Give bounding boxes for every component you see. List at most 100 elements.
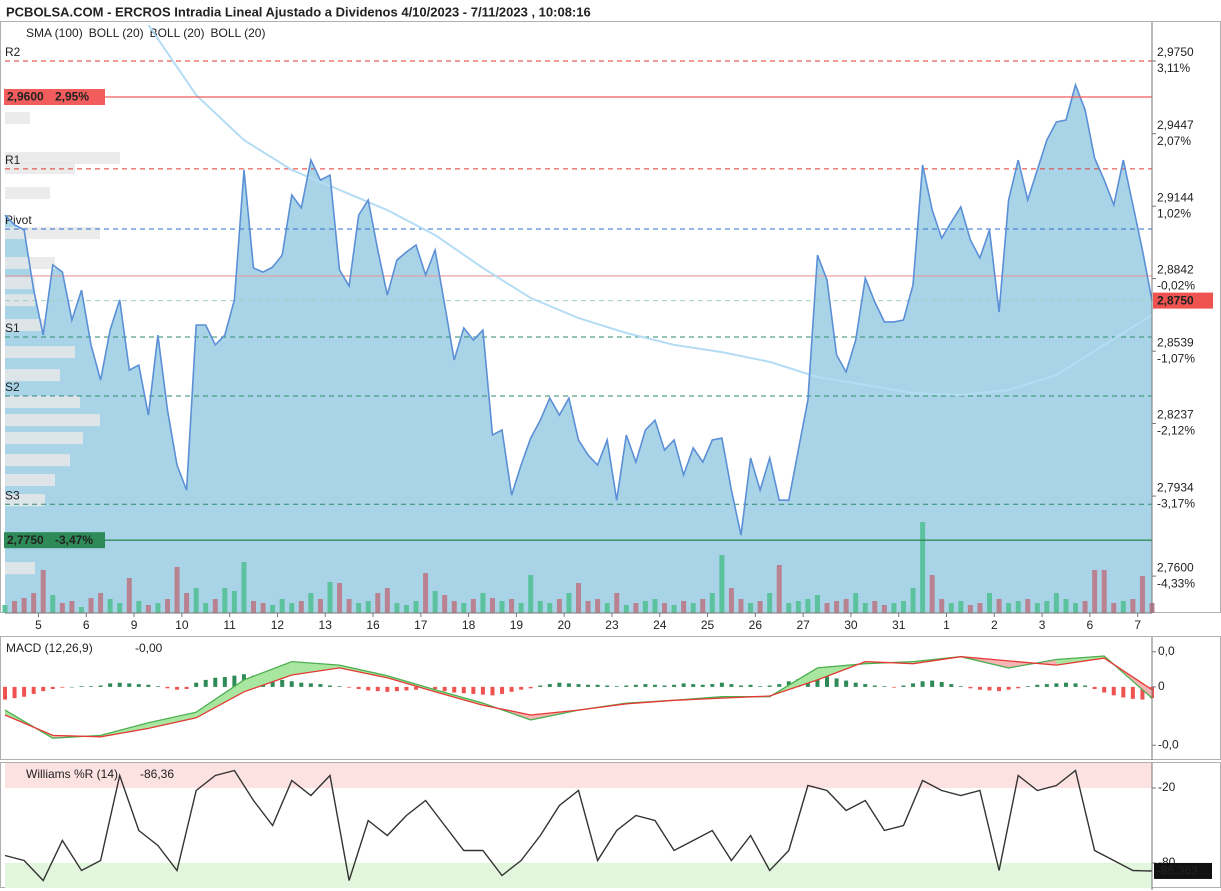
macd-histogram-bar [853,682,858,687]
volume-bar [136,601,142,613]
volume-bar [78,607,84,613]
x-tick-label: 11 [223,618,236,632]
macd-histogram-bar [461,686,466,694]
volume-profile-bar [5,319,45,332]
x-tick-label: 24 [653,618,667,632]
macd-histogram-bar [1140,686,1145,700]
volume-bar [929,575,935,613]
volume-bar [251,601,257,613]
volume-bar [107,599,113,613]
macd-histogram-bar [347,686,352,688]
macd-fill [148,712,197,729]
macd-histogram-bar [547,684,552,687]
volume-bar [681,601,687,613]
volume-profile-bar [5,454,70,467]
volume-bar [413,601,419,613]
volume-bar [222,588,228,613]
volume-bar [432,591,438,613]
volume-bar [948,603,954,613]
volume-bar [881,605,887,613]
macd-histogram-bar [394,686,399,692]
macd-histogram-bar [825,676,830,687]
volume-bar [958,601,964,613]
macd-histogram-bar [719,682,724,687]
volume-bar [633,603,639,613]
macd-histogram-bar [710,684,715,687]
macd-histogram-bar [41,686,46,692]
volume-bar [967,605,973,613]
x-tick-label: 6 [1087,618,1094,632]
x-tick-label: 31 [892,618,906,632]
volume-bar [40,570,46,613]
volume-bar [270,605,276,613]
macd-histogram-bar [50,686,55,690]
macd-histogram-bar [968,686,973,689]
volume-bar [728,588,734,613]
macd-histogram-bar [1035,684,1040,687]
volume-bar [920,522,926,613]
volume-bar [289,603,295,613]
volume-bar [671,605,677,613]
macd-histogram-bar [911,683,916,687]
volume-profile-bar [5,395,80,408]
volume-bar [690,603,696,613]
volume-bar [595,599,601,613]
volume-bar [69,601,75,613]
volume-bar [241,562,247,613]
sma-line [147,24,1153,397]
macd-histogram-bar [930,680,935,687]
macd-histogram-bar [337,686,342,687]
volume-bar [212,599,218,613]
volume-bar [1006,603,1012,613]
volume-bar [50,595,56,613]
y-tick-label: -20 [1158,780,1176,794]
volume-bar [117,603,123,613]
last-price-box [1153,292,1213,309]
macd-histogram-bar [232,675,237,687]
macd-histogram-bar [1092,686,1097,690]
pivot-level-label: Pivot [5,213,32,227]
macd-histogram-bar [280,679,285,687]
macd-histogram-bar [1111,686,1116,696]
macd-histogram-bar [901,685,906,687]
volume-bar [652,599,658,613]
volume-bar [795,601,801,613]
macd-histogram-bar [480,686,485,695]
volume-bar [614,593,620,613]
macd-histogram-bar [633,684,638,687]
macd-histogram-bar [662,685,667,687]
macd-histogram-bar [1006,686,1011,690]
x-tick-label: 2 [991,618,998,632]
price-marker-label: 2,9600 [7,90,44,104]
volume-bar [1053,593,1059,613]
macd-histogram-bar [815,675,820,687]
macd-histogram-bar [614,686,619,687]
y-tick-label: 2,8842 [1157,263,1194,277]
macd-histogram-bar [452,686,457,693]
macd-histogram-bar [31,686,36,694]
pivot-level-label: R1 [5,153,21,167]
macd-histogram-bar [127,683,132,687]
macd-histogram-bar [672,684,677,687]
volume-bar [298,601,304,613]
price-marker-pct: 2,95% [55,90,89,104]
macd-histogram-bar [987,686,992,691]
x-tick-label: 25 [701,618,715,632]
volume-bar [88,598,94,613]
volume-profile-bar [5,112,30,125]
volume-bar [738,599,744,613]
volume-bar [748,603,754,613]
volume-bar [556,599,562,613]
volume-bar [1063,599,1069,613]
macd-histogram-bar [22,686,27,697]
macd-histogram-bar [1073,683,1078,687]
volume-bar [442,595,448,613]
volume-bar [843,599,849,613]
macd-histogram-bar [318,684,323,687]
macd-histogram-bar [327,685,332,687]
macd-histogram-bar [786,681,791,687]
volume-bar [480,593,486,613]
volume-bar [662,603,668,613]
macd-histogram-bar [939,681,944,687]
